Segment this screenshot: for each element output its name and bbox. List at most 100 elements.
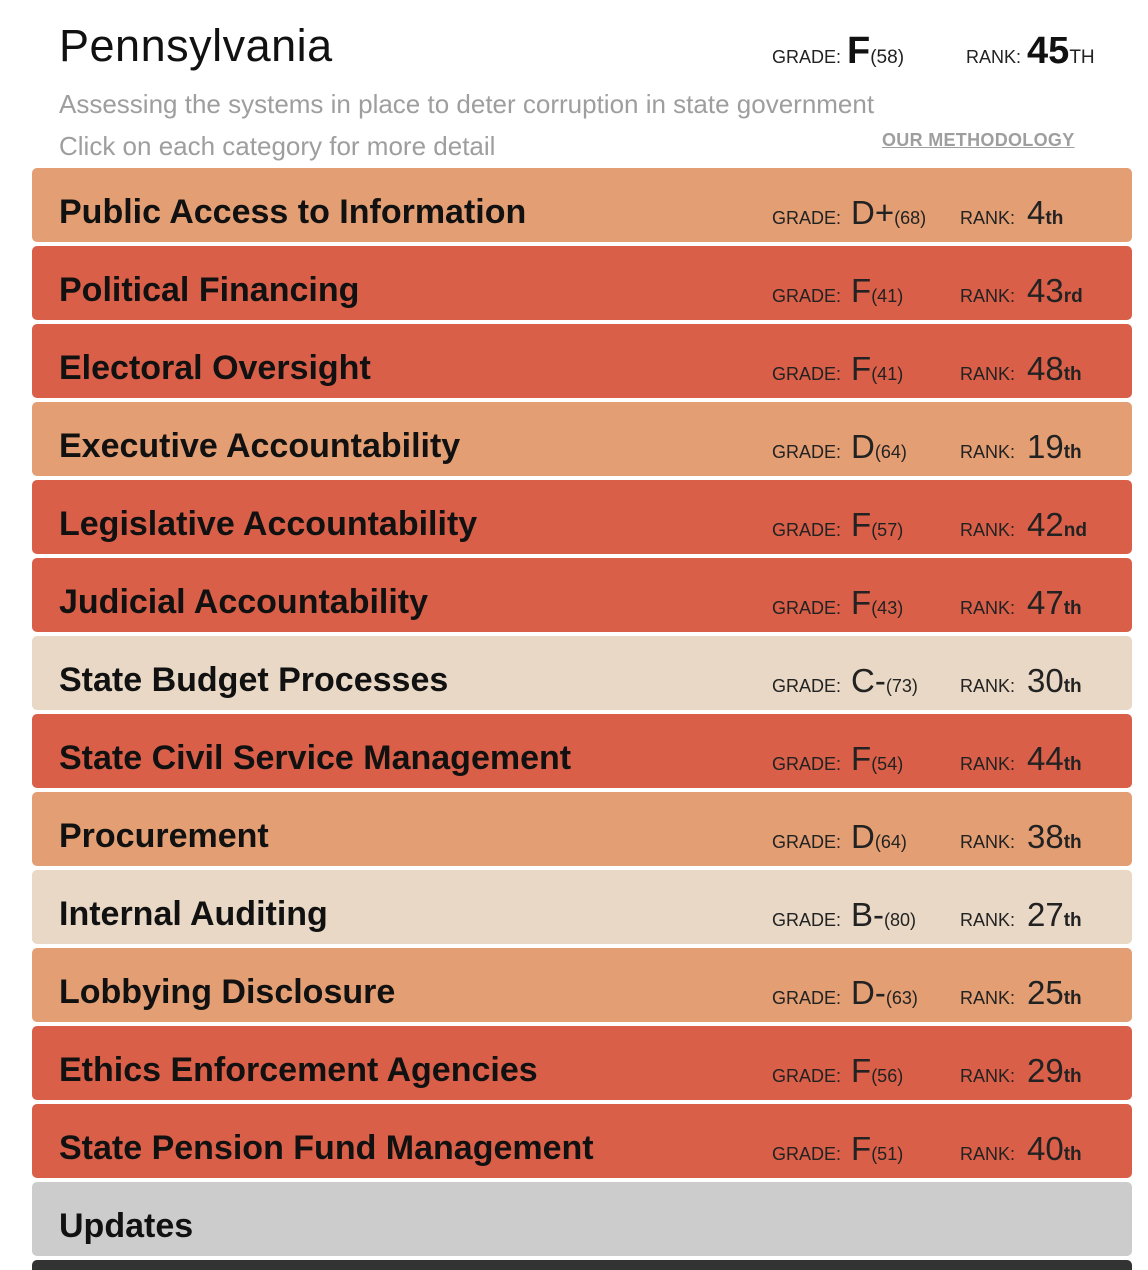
category-row[interactable]: Public Access to Information GRADE: D+ (68)… <box>32 168 1132 242</box>
report-header: Pennsylvania GRADE: F (58) RANK: 45 TH A… <box>0 0 1148 168</box>
grade-label: GRADE: <box>772 910 842 930</box>
category-grade: GRADE: D (64) <box>772 818 907 856</box>
rank-number: 4 <box>1027 194 1046 231</box>
grade-label: GRADE: <box>772 208 842 228</box>
category-name: State Civil Service Management <box>59 739 572 777</box>
rank-number: 29 <box>1027 1052 1064 1089</box>
grade-score: (41) <box>871 364 904 384</box>
overall-grade-label: GRADE: <box>772 47 842 67</box>
category-grade: GRADE: B- (80) <box>772 896 916 934</box>
rank-number: 40 <box>1027 1130 1064 1167</box>
rank-suffix: th <box>1063 676 1082 697</box>
grade-score: (73) <box>885 676 918 696</box>
grade-label: GRADE: <box>772 1066 842 1086</box>
grade-score: (54) <box>871 754 904 774</box>
grade-letter: D <box>851 818 875 855</box>
category-name: Ethics Enforcement Agencies <box>59 1051 538 1089</box>
grade-letter: D <box>851 428 875 465</box>
category-row[interactable]: Judicial Accountability GRADE: F (43) RANK: 4… <box>32 558 1132 632</box>
grade-label: GRADE: <box>772 832 842 852</box>
grade-label: GRADE: <box>772 364 842 384</box>
category-row[interactable]: Executive Accountability GRADE: D (64) RANK:… <box>32 402 1132 476</box>
grade-letter: F <box>851 506 872 543</box>
grade-letter: F <box>851 740 872 777</box>
rank-label: RANK: <box>960 208 1016 228</box>
grade-label: GRADE: <box>772 754 842 774</box>
category-name: Public Access to Information <box>59 193 527 231</box>
overall-score-value: (58) <box>870 47 905 68</box>
category-row[interactable]: State Budget Processes GRADE: C- (73) RANK: 3… <box>32 636 1132 710</box>
category-name: State Pension Fund Management <box>59 1129 594 1167</box>
rank-suffix: th <box>1063 754 1082 775</box>
rank-suffix: th <box>1063 910 1082 931</box>
updates-label: Updates <box>59 1207 194 1245</box>
overall-rank-suffix: TH <box>1069 47 1095 68</box>
overall-rank: 45 <box>1027 30 1070 72</box>
rank-label: RANK: <box>960 364 1016 384</box>
grade-score: (64) <box>874 442 907 462</box>
rank-label: RANK: <box>960 520 1016 540</box>
methodology-link[interactable]: OUR METHODOLOGY <box>882 130 1075 150</box>
overall-score: GRADE: F (58) RANK: 45 TH <box>772 30 1095 73</box>
updates-row[interactable]: Updates <box>32 1182 1132 1256</box>
grade-letter: D- <box>851 974 886 1011</box>
grade-letter: F <box>851 1052 872 1089</box>
rank-suffix: rd <box>1063 286 1083 307</box>
grade-score: (56) <box>871 1066 904 1086</box>
category-grade: GRADE: F (43) <box>772 584 903 622</box>
rank-label: RANK: <box>960 1144 1016 1164</box>
category-name: Executive Accountability <box>59 427 461 465</box>
category-grade: GRADE: C- (73) <box>772 662 918 700</box>
grade-letter: D+ <box>851 194 895 231</box>
rank-suffix: th <box>1063 598 1082 619</box>
category-name: Electoral Oversight <box>59 349 371 387</box>
grade-score: (51) <box>871 1144 904 1164</box>
grade-score: (41) <box>871 286 904 306</box>
rank-suffix: th <box>1063 364 1082 385</box>
category-name: Judicial Accountability <box>59 583 429 621</box>
category-row[interactable]: State Civil Service Management GRADE: F (54… <box>32 714 1132 788</box>
rank-number: 42 <box>1027 506 1064 543</box>
grade-letter: F <box>851 350 872 387</box>
overall-rank-label: RANK: <box>966 47 1022 67</box>
subtitle: Assessing the systems in place to deter … <box>59 89 875 119</box>
category-grade: GRADE: F (41) <box>772 350 903 388</box>
bottom-bar <box>32 1260 1132 1270</box>
grade-letter: F <box>851 1130 872 1167</box>
rank-label: RANK: <box>960 832 1016 852</box>
grade-label: GRADE: <box>772 988 842 1008</box>
category-name: Internal Auditing <box>59 895 328 933</box>
rank-label: RANK: <box>960 676 1016 696</box>
category-row[interactable]: Ethics Enforcement Agencies GRADE: F (56) RA… <box>32 1026 1132 1100</box>
grade-label: GRADE: <box>772 520 842 540</box>
rank-number: 30 <box>1027 662 1064 699</box>
category-name: Political Financing <box>59 271 360 309</box>
rank-label: RANK: <box>960 286 1016 306</box>
rank-label: RANK: <box>960 910 1016 930</box>
category-row[interactable]: State Pension Fund Management GRADE: F (51)… <box>32 1104 1132 1178</box>
overall-grade: F <box>847 30 871 72</box>
grade-score: (68) <box>894 208 927 228</box>
category-grade: GRADE: D+ (68) <box>772 194 926 232</box>
rank-label: RANK: <box>960 988 1016 1008</box>
grade-label: GRADE: <box>772 676 842 696</box>
rank-label: RANK: <box>960 598 1016 618</box>
grade-letter: F <box>851 272 872 309</box>
category-row[interactable]: Legislative Accountability GRADE: F (57) RAN… <box>32 480 1132 554</box>
grade-score: (64) <box>874 832 907 852</box>
category-grade: GRADE: F (51) <box>772 1130 903 1168</box>
